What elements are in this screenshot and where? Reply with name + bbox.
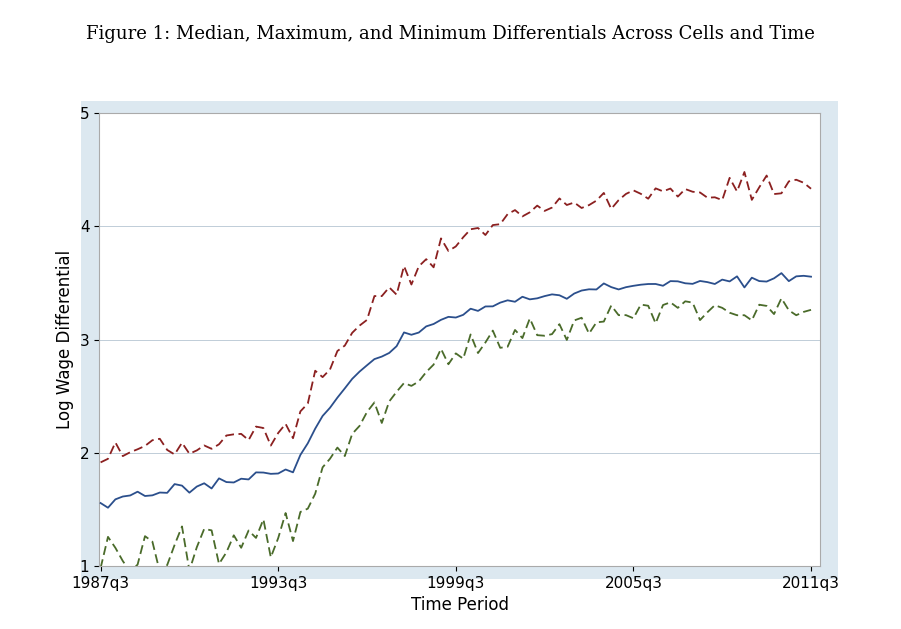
Text: Figure 1: Median, Maximum, and Minimum Differentials Across Cells and Time: Figure 1: Median, Maximum, and Minimum D… bbox=[86, 25, 815, 43]
Y-axis label: Log Wage Differential: Log Wage Differential bbox=[56, 250, 74, 429]
X-axis label: Time Period: Time Period bbox=[411, 596, 508, 615]
